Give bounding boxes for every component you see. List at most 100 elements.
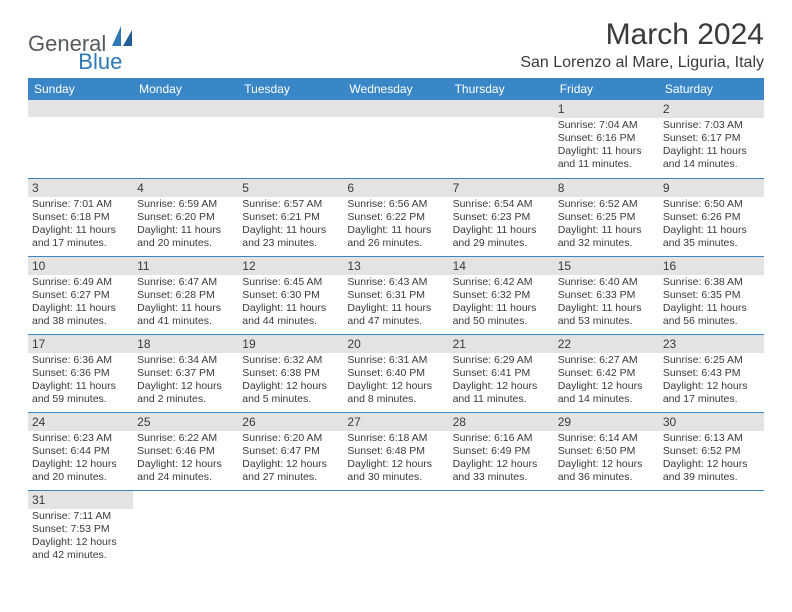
calendar-cell: 29Sunrise: 6:14 AMSunset: 6:50 PMDayligh…: [554, 412, 659, 490]
sunrise-text: Sunrise: 6:31 AM: [347, 354, 444, 367]
daylight-text: Daylight: 12 hours and 24 minutes.: [137, 458, 234, 484]
sunset-text: Sunset: 6:18 PM: [32, 211, 129, 224]
day-number: 12: [238, 257, 343, 275]
calendar-cell: 15Sunrise: 6:40 AMSunset: 6:33 PMDayligh…: [554, 256, 659, 334]
empty-day-bar: [343, 100, 448, 117]
calendar-cell: [238, 100, 343, 178]
weekday-header: Monday: [133, 78, 238, 100]
calendar-cell: 14Sunrise: 6:42 AMSunset: 6:32 PMDayligh…: [449, 256, 554, 334]
calendar-cell: [659, 490, 764, 568]
day-details: Sunrise: 6:36 AMSunset: 6:36 PMDaylight:…: [28, 353, 133, 409]
daylight-text: Daylight: 12 hours and 17 minutes.: [663, 380, 760, 406]
logo-text-blue: Blue: [78, 49, 122, 74]
daylight-text: Daylight: 12 hours and 8 minutes.: [347, 380, 444, 406]
title-block: March 2024 San Lorenzo al Mare, Liguria,…: [520, 18, 764, 72]
sunrise-text: Sunrise: 7:04 AM: [558, 119, 655, 132]
sunset-text: Sunset: 6:20 PM: [137, 211, 234, 224]
calendar-cell: [449, 490, 554, 568]
day-number: 5: [238, 179, 343, 197]
day-details: Sunrise: 7:04 AMSunset: 6:16 PMDaylight:…: [554, 118, 659, 174]
calendar-cell: 9Sunrise: 6:50 AMSunset: 6:26 PMDaylight…: [659, 178, 764, 256]
sunset-text: Sunset: 6:35 PM: [663, 289, 760, 302]
sunrise-text: Sunrise: 6:22 AM: [137, 432, 234, 445]
day-details: Sunrise: 6:13 AMSunset: 6:52 PMDaylight:…: [659, 431, 764, 487]
sunrise-text: Sunrise: 6:40 AM: [558, 276, 655, 289]
day-details: Sunrise: 6:25 AMSunset: 6:43 PMDaylight:…: [659, 353, 764, 409]
sunset-text: Sunset: 6:41 PM: [453, 367, 550, 380]
weekday-header: Wednesday: [343, 78, 448, 100]
day-number: 16: [659, 257, 764, 275]
sunrise-text: Sunrise: 6:14 AM: [558, 432, 655, 445]
sunset-text: Sunset: 6:26 PM: [663, 211, 760, 224]
day-number: 9: [659, 179, 764, 197]
daylight-text: Daylight: 11 hours and 44 minutes.: [242, 302, 339, 328]
weekday-header: Thursday: [449, 78, 554, 100]
day-number: 22: [554, 335, 659, 353]
calendar-cell: 10Sunrise: 6:49 AMSunset: 6:27 PMDayligh…: [28, 256, 133, 334]
day-details: Sunrise: 6:29 AMSunset: 6:41 PMDaylight:…: [449, 353, 554, 409]
sunrise-text: Sunrise: 6:45 AM: [242, 276, 339, 289]
day-details: Sunrise: 6:59 AMSunset: 6:20 PMDaylight:…: [133, 197, 238, 253]
daylight-text: Daylight: 11 hours and 23 minutes.: [242, 224, 339, 250]
daylight-text: Daylight: 12 hours and 30 minutes.: [347, 458, 444, 484]
sunrise-text: Sunrise: 6:57 AM: [242, 198, 339, 211]
calendar-cell: [343, 100, 448, 178]
calendar-cell: [133, 490, 238, 568]
day-number: 17: [28, 335, 133, 353]
day-number: 25: [133, 413, 238, 431]
sunset-text: Sunset: 6:21 PM: [242, 211, 339, 224]
sunrise-text: Sunrise: 6:42 AM: [453, 276, 550, 289]
calendar-cell: [449, 100, 554, 178]
sunset-text: Sunset: 6:44 PM: [32, 445, 129, 458]
sunrise-text: Sunrise: 6:16 AM: [453, 432, 550, 445]
sunrise-text: Sunrise: 6:18 AM: [347, 432, 444, 445]
calendar-table: SundayMondayTuesdayWednesdayThursdayFrid…: [28, 78, 764, 568]
calendar-cell: 30Sunrise: 6:13 AMSunset: 6:52 PMDayligh…: [659, 412, 764, 490]
logo: General Blue: [28, 18, 184, 57]
location: San Lorenzo al Mare, Liguria, Italy: [520, 54, 764, 72]
calendar-cell: 22Sunrise: 6:27 AMSunset: 6:42 PMDayligh…: [554, 334, 659, 412]
calendar-cell: [554, 490, 659, 568]
day-details: Sunrise: 6:20 AMSunset: 6:47 PMDaylight:…: [238, 431, 343, 487]
daylight-text: Daylight: 11 hours and 59 minutes.: [32, 380, 129, 406]
sunset-text: Sunset: 6:22 PM: [347, 211, 444, 224]
sunset-text: Sunset: 6:40 PM: [347, 367, 444, 380]
sunrise-text: Sunrise: 6:54 AM: [453, 198, 550, 211]
sunrise-text: Sunrise: 7:11 AM: [32, 510, 129, 523]
daylight-text: Daylight: 12 hours and 2 minutes.: [137, 380, 234, 406]
daylight-text: Daylight: 11 hours and 14 minutes.: [663, 145, 760, 171]
daylight-text: Daylight: 12 hours and 5 minutes.: [242, 380, 339, 406]
day-details: Sunrise: 6:45 AMSunset: 6:30 PMDaylight:…: [238, 275, 343, 331]
sunrise-text: Sunrise: 6:47 AM: [137, 276, 234, 289]
day-number: 23: [659, 335, 764, 353]
day-number: 28: [449, 413, 554, 431]
calendar-cell: 5Sunrise: 6:57 AMSunset: 6:21 PMDaylight…: [238, 178, 343, 256]
day-number: 2: [659, 100, 764, 118]
sunset-text: Sunset: 6:36 PM: [32, 367, 129, 380]
sunset-text: Sunset: 6:28 PM: [137, 289, 234, 302]
sunrise-text: Sunrise: 6:23 AM: [32, 432, 129, 445]
day-details: Sunrise: 6:50 AMSunset: 6:26 PMDaylight:…: [659, 197, 764, 253]
daylight-text: Daylight: 12 hours and 33 minutes.: [453, 458, 550, 484]
day-details: Sunrise: 6:22 AMSunset: 6:46 PMDaylight:…: [133, 431, 238, 487]
sunset-text: Sunset: 6:17 PM: [663, 132, 760, 145]
sunset-text: Sunset: 6:33 PM: [558, 289, 655, 302]
sunrise-text: Sunrise: 7:03 AM: [663, 119, 760, 132]
day-details: Sunrise: 6:31 AMSunset: 6:40 PMDaylight:…: [343, 353, 448, 409]
sunset-text: Sunset: 6:50 PM: [558, 445, 655, 458]
sunrise-text: Sunrise: 6:34 AM: [137, 354, 234, 367]
sunset-text: Sunset: 6:25 PM: [558, 211, 655, 224]
daylight-text: Daylight: 11 hours and 26 minutes.: [347, 224, 444, 250]
calendar-cell: 12Sunrise: 6:45 AMSunset: 6:30 PMDayligh…: [238, 256, 343, 334]
sunrise-text: Sunrise: 6:36 AM: [32, 354, 129, 367]
sunset-text: Sunset: 6:43 PM: [663, 367, 760, 380]
calendar-cell: 24Sunrise: 6:23 AMSunset: 6:44 PMDayligh…: [28, 412, 133, 490]
day-number: 1: [554, 100, 659, 118]
sunset-text: Sunset: 6:16 PM: [558, 132, 655, 145]
sunrise-text: Sunrise: 6:32 AM: [242, 354, 339, 367]
day-details: Sunrise: 6:57 AMSunset: 6:21 PMDaylight:…: [238, 197, 343, 253]
sunset-text: Sunset: 6:27 PM: [32, 289, 129, 302]
sunset-text: Sunset: 6:23 PM: [453, 211, 550, 224]
day-details: Sunrise: 6:43 AMSunset: 6:31 PMDaylight:…: [343, 275, 448, 331]
calendar-cell: 20Sunrise: 6:31 AMSunset: 6:40 PMDayligh…: [343, 334, 448, 412]
